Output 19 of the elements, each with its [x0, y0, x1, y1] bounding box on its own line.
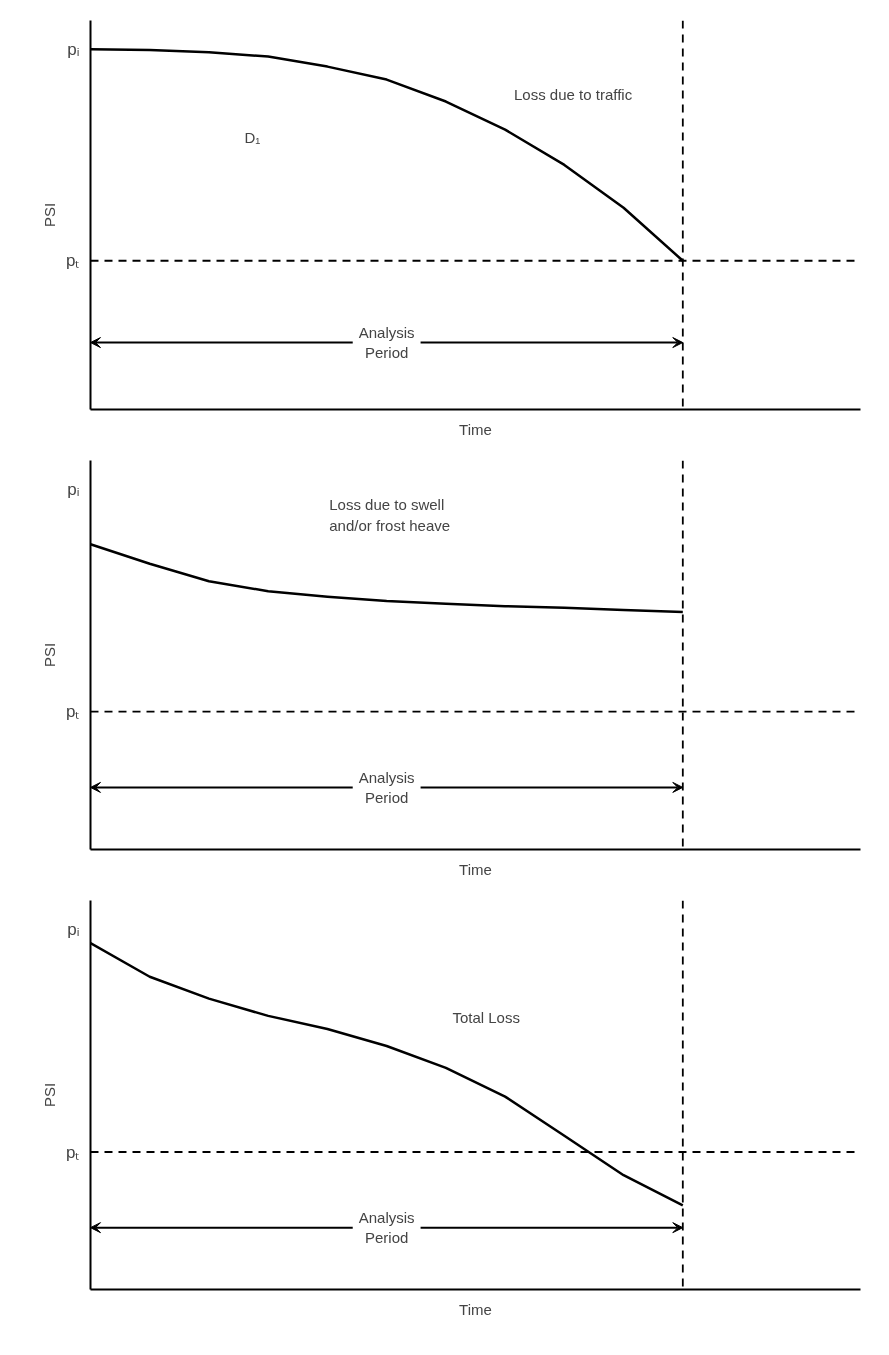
text: pᵢ [67, 39, 80, 59]
x-axis-title: Time [459, 1300, 492, 1318]
y-axis-title: PSI [41, 1082, 59, 1108]
y-axis-title: PSI [41, 202, 59, 228]
x-axis-title: Time [459, 420, 492, 438]
annotation: Total Loss [452, 1008, 520, 1026]
ref-line-label: pₜ [66, 251, 80, 271]
annotation: Analysis Period [358, 323, 415, 362]
annotation: D₁ [244, 128, 261, 146]
annotation: Loss due to traffic [514, 85, 633, 103]
ref-line-label: pₜ [66, 1142, 80, 1162]
y-axis-title: PSI [41, 642, 59, 668]
annotation: Analysis Period [358, 1208, 415, 1247]
x-axis-title: Time [459, 860, 492, 878]
ref-line-label: pₜ [66, 702, 80, 722]
text: pᵢ [67, 479, 80, 499]
annotation: Analysis Period [358, 768, 415, 807]
text: Loss due to swell and/or frost heave [329, 496, 451, 534]
text: pᵢ [67, 919, 80, 939]
